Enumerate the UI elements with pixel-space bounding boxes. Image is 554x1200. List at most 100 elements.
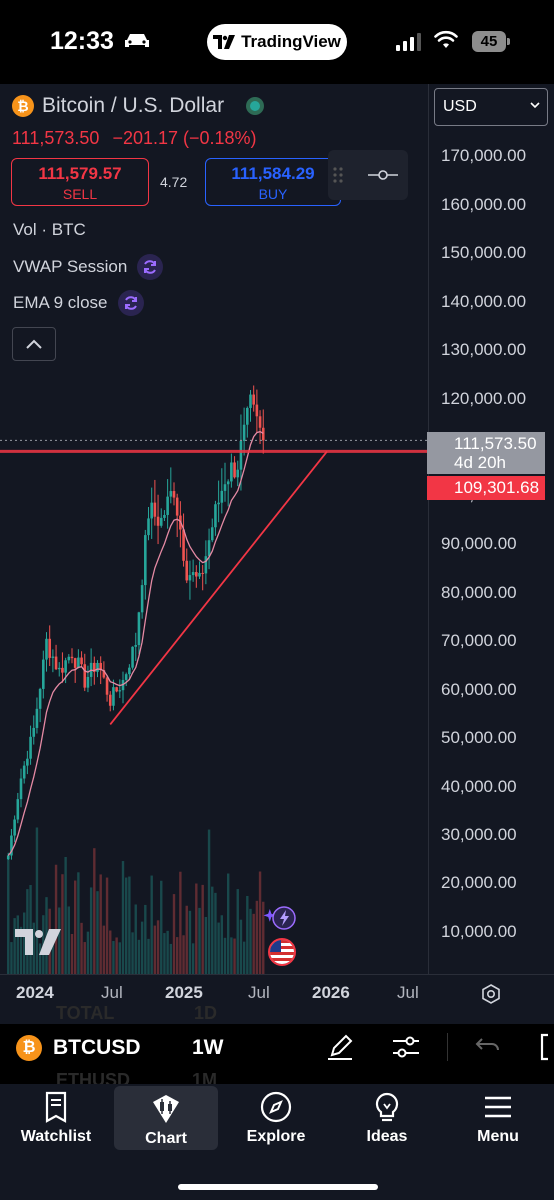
- volume-bar: [169, 943, 173, 974]
- volume-bar: [172, 894, 176, 974]
- time-tick-label: Jul: [397, 983, 419, 1002]
- indicators-settings-icon[interactable]: [390, 1031, 422, 1063]
- candle-body: [163, 514, 166, 518]
- price-axis[interactable]: USD 170,000.00 160,000.00 150,000.00 140,00…: [428, 84, 554, 974]
- refresh-icon[interactable]: [137, 254, 164, 280]
- time-tick-label: 2026: [312, 983, 350, 1002]
- candle-body: [210, 527, 214, 541]
- volume-bar: [163, 933, 166, 974]
- candle-body: [128, 667, 131, 675]
- candle-body: [134, 645, 138, 647]
- drawing-pen-icon[interactable]: [324, 1031, 356, 1063]
- indicator-label: VWAP Session: [13, 257, 128, 276]
- time-tick-label: 2024: [16, 983, 54, 1002]
- market-status-icon[interactable]: [246, 97, 265, 115]
- symbol-selector[interactable]: BTCUSD: [53, 1036, 141, 1059]
- candle-body: [153, 502, 157, 517]
- volume-bar: [211, 886, 214, 974]
- candle-body: [239, 440, 243, 470]
- candle-body: [57, 667, 61, 670]
- volume-bar: [67, 906, 71, 974]
- chart-settings-icon[interactable]: [480, 983, 502, 1005]
- candle-body: [19, 778, 23, 800]
- candle-body: [102, 670, 106, 678]
- candle-body: [147, 518, 150, 536]
- collapse-indicators-button[interactable]: [12, 327, 56, 361]
- sell-button[interactable]: 111,579.57 SELL: [11, 158, 149, 206]
- volume-bar: [147, 938, 150, 974]
- candle-body: [112, 687, 115, 706]
- candle-body: [140, 585, 144, 613]
- nav-explore[interactable]: Explore: [224, 1084, 328, 1148]
- candle-body: [118, 690, 122, 692]
- candle-body: [201, 572, 204, 574]
- undo-icon[interactable]: [472, 1031, 504, 1063]
- volume-bar: [118, 942, 122, 974]
- ghost-interval-above: 1D: [194, 1003, 218, 1023]
- time-axis[interactable]: 2024 Jul 2025 Jul 2026 Jul: [0, 974, 554, 1024]
- candle-body: [217, 502, 220, 505]
- volume-bar: [150, 875, 153, 974]
- volume-bar: [93, 848, 96, 974]
- volume-bar: [214, 892, 217, 974]
- volume-bar: [236, 889, 239, 974]
- symbol-header[interactable]: ₿ Bitcoin / U.S. Dollar: [12, 94, 265, 118]
- nav-menu[interactable]: Menu: [446, 1084, 550, 1148]
- tradingview-pill[interactable]: TradingView: [207, 24, 347, 60]
- volume-bar: [86, 931, 90, 974]
- slider-settings-icon[interactable]: [366, 165, 400, 185]
- nav-watchlist[interactable]: Watchlist: [4, 1084, 108, 1148]
- volume-bar: [188, 910, 192, 974]
- quote-row: 111,573.50 −201.17 (−0.18%): [12, 128, 257, 149]
- nav-label: Chart: [145, 1130, 187, 1147]
- volume-bar: [239, 919, 243, 974]
- nav-label: Explore: [246, 1128, 306, 1145]
- candle-body: [26, 758, 29, 766]
- volume-bar: [201, 884, 204, 974]
- drag-grip-icon[interactable]: [330, 163, 346, 187]
- time-tick-label: Jul: [248, 983, 270, 1002]
- refresh-icon[interactable]: [117, 290, 144, 316]
- price-tick-label: 50,000.00: [441, 728, 517, 747]
- nav-ideas[interactable]: Ideas: [335, 1084, 439, 1148]
- toolbar-separator: [447, 1033, 448, 1061]
- volume-bar: [124, 877, 128, 974]
- compass-icon: [260, 1091, 292, 1123]
- lightbulb-icon: [375, 1092, 399, 1122]
- price-tick-label: 10,000.00: [441, 922, 517, 941]
- ai-assistant-icon[interactable]: [262, 904, 298, 932]
- trading-panel-handle[interactable]: [328, 150, 408, 200]
- volume-bar: [10, 942, 13, 974]
- home-indicator: [178, 1184, 378, 1190]
- candle-body: [182, 529, 185, 561]
- chart-area[interactable]: ₿ Bitcoin / U.S. Dollar 111,573.50 −201.…: [0, 84, 554, 1024]
- us-flag-icon[interactable]: [268, 938, 296, 966]
- fullscreen-icon[interactable]: [536, 1031, 554, 1063]
- sell-label: SELL: [62, 186, 98, 202]
- bottom-nav: Watchlist Chart Explore Ideas Menu: [0, 1084, 554, 1200]
- candle-body: [252, 394, 255, 405]
- interval-selector[interactable]: 1W: [192, 1036, 224, 1059]
- buy-button[interactable]: 111,584.29 BUY: [205, 158, 341, 206]
- candle-body: [13, 819, 16, 836]
- volume-bar: [153, 925, 157, 974]
- indicator-vwap[interactable]: VWAP Session: [13, 254, 164, 280]
- candle-body: [93, 662, 96, 672]
- candle-body: [207, 540, 211, 557]
- currency-select[interactable]: USD: [434, 88, 548, 126]
- candle-body: [242, 424, 246, 441]
- volume-bar: [137, 939, 141, 974]
- indicator-volume[interactable]: Vol · BTC: [13, 220, 86, 240]
- candle-body: [137, 612, 141, 646]
- price-chart[interactable]: [0, 84, 428, 974]
- candle-body: [230, 462, 233, 482]
- volume-bar: [262, 901, 265, 974]
- volume-bar: [64, 857, 67, 974]
- chevron-down-icon: [530, 102, 540, 109]
- volume-bar: [156, 920, 160, 974]
- symbol-title: Bitcoin / U.S. Dollar: [42, 94, 225, 117]
- car-icon: [125, 34, 149, 47]
- indicator-ema[interactable]: EMA 9 close: [13, 290, 144, 316]
- candle-body: [261, 427, 265, 441]
- nav-chart[interactable]: Chart: [114, 1086, 218, 1150]
